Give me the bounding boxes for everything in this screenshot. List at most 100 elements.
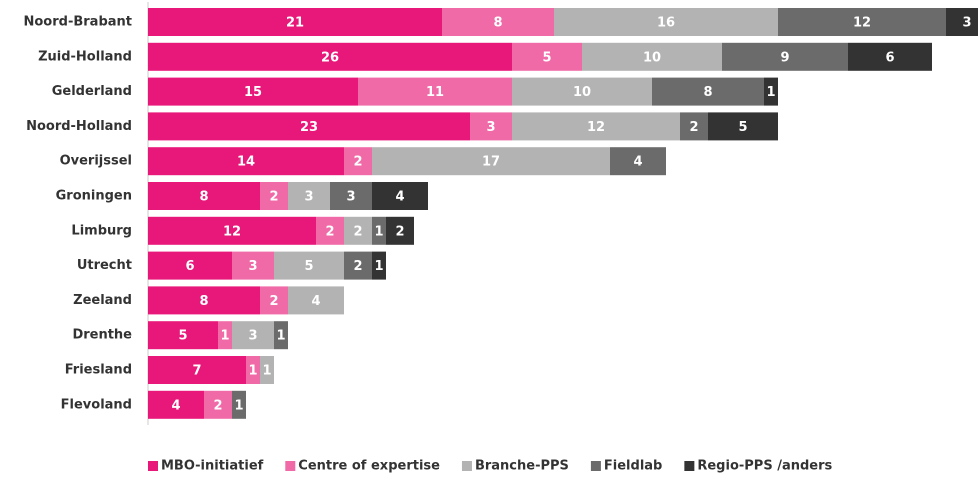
bar-segment: [204, 390, 232, 419]
bar-segment: [764, 77, 778, 106]
bar-segment: [260, 286, 288, 315]
data-label: 3: [486, 120, 495, 135]
data-label: 2: [213, 398, 222, 413]
legend-swatch: [461, 461, 472, 471]
bar-segment: [344, 147, 372, 176]
data-label: 1: [234, 398, 243, 413]
data-label: 17: [482, 155, 500, 170]
bar-segment: [274, 251, 344, 280]
legend-swatch: [148, 461, 158, 471]
data-label: 3: [248, 329, 257, 344]
data-label: 2: [395, 224, 404, 239]
data-label: 6: [185, 259, 194, 274]
data-label: 6: [885, 50, 894, 65]
bar-segment: [148, 286, 260, 315]
data-label: 1: [248, 364, 257, 379]
data-label: 2: [689, 120, 698, 135]
bar-segment: [652, 77, 764, 106]
data-label: 8: [493, 16, 502, 31]
category-label: Limburg: [71, 223, 132, 238]
category-label: Groningen: [56, 189, 132, 204]
bar-segment: [246, 356, 260, 384]
bar-segment: [582, 42, 722, 71]
data-label: 12: [853, 16, 871, 31]
legend-swatch: [285, 461, 296, 471]
data-label: 1: [262, 364, 271, 379]
data-label: 1: [276, 329, 285, 344]
bar-segment: [232, 321, 274, 350]
data-label: 2: [353, 155, 362, 170]
category-label: Gelderland: [52, 84, 132, 99]
bar-segment: [274, 321, 288, 350]
bar-segment: [386, 216, 414, 245]
data-label: 8: [199, 190, 208, 205]
data-label: 3: [304, 190, 313, 205]
data-label: 5: [178, 329, 187, 344]
category-label: Utrecht: [77, 258, 132, 273]
bar-segment: [358, 77, 512, 106]
data-label: 12: [223, 224, 241, 239]
data-label: 26: [321, 50, 339, 65]
bar-segment: [512, 77, 652, 106]
category-label: Zuid-Holland: [38, 49, 132, 64]
bar-segment: [232, 251, 274, 280]
bar-segment: [148, 251, 232, 280]
data-label: 12: [587, 120, 605, 135]
bar-segment: [554, 8, 778, 36]
data-label: 11: [426, 85, 444, 100]
bar-segment: [680, 112, 708, 141]
bar-segment: [148, 112, 470, 141]
bar-segment: [148, 216, 316, 245]
bar-segment: [232, 390, 246, 419]
bar-segment: [260, 182, 288, 210]
data-label: 3: [248, 259, 257, 274]
bar-segment: [344, 216, 372, 245]
category-label: Zeeland: [73, 293, 132, 308]
legend-label: Branche-PPS: [475, 459, 569, 474]
category-label: Noord-Brabant: [24, 15, 133, 30]
bar-segment: [148, 390, 204, 419]
bar-segment: [288, 286, 344, 315]
data-label: 2: [269, 294, 278, 309]
bar-segment: [610, 147, 666, 176]
legend-swatch: [590, 461, 601, 471]
legend-swatch: [684, 461, 695, 471]
bar-segment: [218, 321, 232, 350]
data-label: 9: [780, 50, 789, 65]
bar-segment: [512, 112, 680, 141]
bar-segment: [148, 147, 344, 176]
data-label: 21: [286, 16, 304, 31]
legend-label: Centre of expertise: [298, 459, 440, 474]
bar-segment: [372, 147, 610, 176]
data-label: 5: [304, 259, 313, 274]
category-label: Flevoland: [61, 397, 132, 412]
data-label: 8: [703, 85, 712, 100]
data-label: 1: [374, 224, 383, 239]
bar-segment: [512, 42, 582, 71]
data-label: 16: [657, 16, 675, 31]
data-label: 4: [633, 155, 642, 170]
bar-segment: [778, 8, 946, 36]
data-label: 2: [353, 259, 362, 274]
data-label: 15: [244, 85, 262, 100]
bar-segment: [372, 182, 428, 210]
data-label: 1: [374, 259, 383, 274]
bar-segment: [288, 182, 330, 210]
bar-segment: [722, 42, 848, 71]
data-label: 2: [269, 190, 278, 205]
bar-segment: [330, 182, 372, 210]
data-label: 5: [542, 50, 551, 65]
bar-segment: [260, 356, 274, 384]
category-label: Friesland: [65, 363, 132, 378]
bar-segment: [148, 356, 246, 384]
data-label: 8: [199, 294, 208, 309]
bar-segment: [442, 8, 554, 36]
data-label: 1: [220, 329, 229, 344]
data-label: 3: [962, 16, 971, 31]
bar-segment: [372, 251, 386, 280]
category-label: Noord-Holland: [26, 119, 132, 134]
bar-segment: [316, 216, 344, 245]
legend-label: Regio-PPS /anders: [697, 459, 832, 474]
data-label: 4: [171, 398, 180, 413]
